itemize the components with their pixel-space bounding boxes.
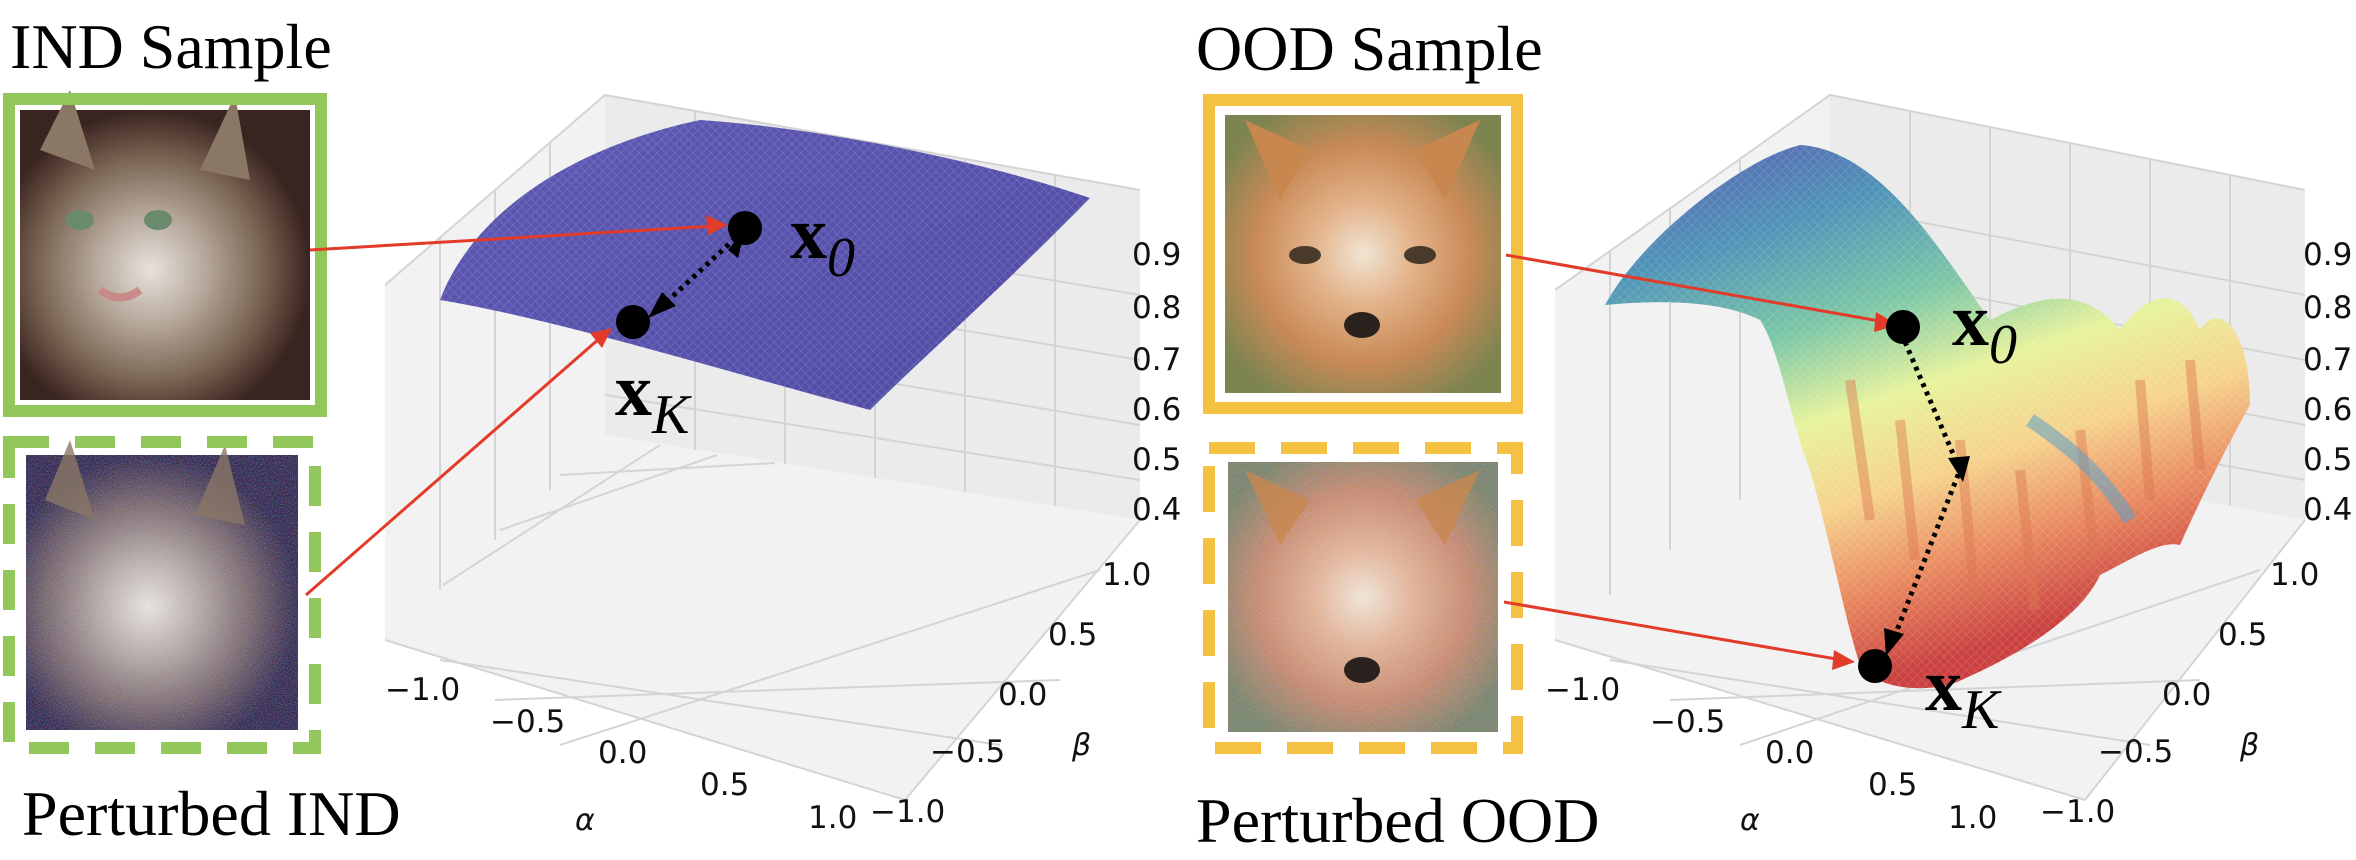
beta-tick: −0.5 — [2098, 734, 2173, 770]
beta-tick: −1.0 — [2040, 794, 2115, 830]
ind-x0-label: x0 — [790, 193, 855, 289]
left-panel: IND Sample Perturbed IND — [3, 11, 1181, 849]
alpha-tick: −1.0 — [1545, 672, 1620, 708]
beta-axis-label: β — [1071, 728, 1091, 763]
alpha-tick: −1.0 — [385, 672, 460, 708]
ind-sample-frame — [3, 90, 327, 417]
left-beta-ticks: −1.0 −0.5 0.0 0.5 1.0 β — [870, 557, 1151, 830]
perturbed-ood-title: Perturbed OOD — [1196, 785, 1599, 856]
z-tick: 0.8 — [1132, 290, 1181, 326]
left-alpha-ticks: −1.0 −0.5 0.0 0.5 1.0 α — [385, 672, 857, 838]
z-tick: 0.7 — [2303, 342, 2352, 378]
z-tick: 0.4 — [2303, 492, 2352, 528]
alpha-tick: −0.5 — [1650, 704, 1725, 740]
z-tick: 0.5 — [2303, 442, 2352, 478]
alpha-axis-label: α — [1740, 803, 1760, 838]
right-panel: OOD Sample Perturbed OOD — [1196, 13, 2352, 856]
perturbed-ind-border — [3, 436, 321, 754]
ind-trajectory — [658, 230, 744, 310]
ood-sample-title: OOD Sample — [1196, 13, 1543, 84]
beta-tick: −1.0 — [870, 794, 945, 830]
z-tick: 0.8 — [2303, 290, 2352, 326]
ood-xk-label: xK — [1925, 645, 2002, 741]
ind-frame-border — [3, 93, 327, 417]
ood-x0-label: x0 — [1952, 280, 2017, 376]
z-tick: 0.4 — [1132, 492, 1181, 528]
ood-end-point — [1858, 649, 1892, 683]
z-tick: 0.5 — [1132, 442, 1181, 478]
beta-tick: 1.0 — [2270, 557, 2319, 593]
alpha-tick: 1.0 — [808, 800, 857, 836]
beta-tick: 0.5 — [1048, 617, 1097, 653]
right-z-ticks: 0.9 0.8 0.7 0.6 0.5 0.4 — [2303, 237, 2352, 528]
perturbed-ind-title: Perturbed IND — [22, 778, 401, 849]
alpha-tick: 0.5 — [700, 767, 749, 803]
right-beta-ticks: −1.0 −0.5 0.0 0.5 1.0 β — [2040, 557, 2319, 830]
beta-tick: 0.0 — [2162, 677, 2211, 713]
ood-sample-frame — [1203, 94, 1523, 414]
beta-tick: 0.5 — [2218, 617, 2267, 653]
alpha-axis-label: α — [575, 803, 595, 838]
ood-frame-border — [1203, 94, 1523, 414]
right-arrows — [1503, 253, 1898, 670]
left-z-ticks: 0.9 0.8 0.7 0.6 0.5 0.4 — [1132, 237, 1181, 528]
alpha-tick: 0.0 — [1765, 735, 1814, 771]
perturbed-ind-frame — [3, 436, 321, 754]
ind-sample-title: IND Sample — [10, 11, 332, 82]
alpha-tick: 0.5 — [1868, 767, 1917, 803]
beta-tick: 1.0 — [1102, 557, 1151, 593]
z-tick: 0.9 — [1132, 237, 1181, 273]
z-tick: 0.9 — [2303, 237, 2352, 273]
alpha-tick: 1.0 — [1948, 800, 1997, 836]
perturbed-ood-frame — [1203, 442, 1523, 754]
ind-end-point — [616, 305, 650, 339]
right-alpha-ticks: −1.0 −0.5 0.0 0.5 1.0 α — [1545, 672, 1997, 838]
z-tick: 0.7 — [1132, 342, 1181, 378]
ood-start-point — [1886, 310, 1920, 344]
alpha-tick: −0.5 — [490, 704, 565, 740]
z-tick: 0.6 — [2303, 392, 2352, 428]
left-arrows — [305, 215, 728, 597]
ind-xk-label: xK — [615, 350, 692, 446]
beta-axis-label: β — [2239, 728, 2259, 763]
beta-tick: −0.5 — [930, 734, 1005, 770]
beta-tick: 0.0 — [998, 677, 1047, 713]
ind-start-point — [728, 211, 762, 245]
z-tick: 0.6 — [1132, 392, 1181, 428]
perturbed-ood-border — [1203, 442, 1523, 754]
alpha-tick: 0.0 — [598, 735, 647, 771]
ood-trajectory — [1887, 341, 1963, 649]
